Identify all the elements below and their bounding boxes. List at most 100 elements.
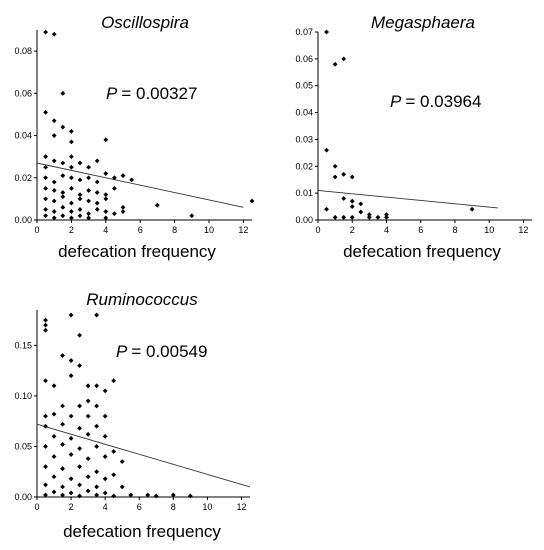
ruminococcus-data-point [60, 421, 65, 427]
oscillospira-xtick-label: 4 [103, 225, 108, 235]
oscillospira-data-point [69, 164, 74, 170]
oscillospira-data-point [86, 175, 91, 181]
panel-oscillospira-pvalue: P = 0.00327 [106, 84, 197, 103]
ruminococcus-data-point [85, 398, 91, 404]
oscillospira-data-point [94, 179, 100, 185]
megasphaera-data-point [324, 29, 329, 35]
ruminococcus-data-point [102, 413, 108, 419]
oscillospira-data-point [69, 185, 74, 191]
megasphaera-data-point [375, 214, 381, 220]
ruminococcus-data-point [94, 403, 100, 409]
ruminococcus-data-point [43, 482, 48, 488]
ruminococcus-data-point [60, 403, 65, 409]
oscillospira-data-point [77, 213, 83, 219]
oscillospira-data-point [77, 207, 83, 212]
ruminococcus-data-point [111, 378, 117, 384]
ruminococcus-data-point [68, 312, 74, 318]
oscillospira-data-point [51, 188, 57, 193]
oscillospira-trend-line [36, 162, 244, 208]
megasphaera-ytick-label: 0.06 [295, 54, 313, 64]
megasphaera-data-point [324, 147, 329, 153]
oscillospira-data-point [51, 31, 57, 37]
panel-oscillospira-plot: 0.00 0.02 0.04 0.06 0.08 0 2 4 6 8 10 12 [14, 29, 255, 235]
ruminococcus-data-point [43, 423, 48, 429]
ruminococcus-data-point [94, 383, 100, 389]
ruminococcus-data-point [111, 449, 117, 454]
oscillospira-data-point [43, 109, 48, 115]
ruminococcus-data-point [94, 484, 100, 490]
ruminococcus-data-point [43, 413, 48, 419]
oscillospira-data-point [103, 215, 109, 221]
ruminococcus-data-point [111, 493, 117, 499]
ruminococcus-trend-line [36, 423, 251, 488]
oscillospira-data-point [51, 198, 57, 204]
ruminococcus-data-point [68, 476, 74, 482]
ruminococcus-data-point [170, 492, 176, 498]
ruminococcus-data-point [60, 442, 65, 447]
ruminococcus-data-point [94, 444, 100, 449]
oscillospira-data-point [94, 190, 100, 195]
oscillospira-data-point [103, 196, 109, 202]
megasphaera-xtick-label: 6 [418, 225, 423, 235]
oscillospira-data-point [86, 188, 91, 193]
ruminococcus-data-point [77, 363, 82, 368]
oscillospira-data-point [51, 118, 57, 124]
oscillospira-data-point [60, 160, 66, 166]
ruminococcus-data-point [51, 433, 57, 439]
panel-ruminococcus-pvalue: P = 0.00549 [116, 342, 207, 361]
megasphaera-data-point [349, 174, 355, 180]
oscillospira-data-point [43, 164, 48, 170]
oscillospira-data-point [103, 192, 109, 198]
oscillospira-xtick-label: 2 [69, 225, 74, 235]
ruminococcus-data-point [85, 456, 91, 461]
ruminococcus-data-point [68, 490, 74, 496]
oscillospira-data-point [94, 200, 100, 206]
oscillospira-data-point [112, 175, 117, 181]
ruminococcus-data-point [111, 472, 117, 478]
ruminococcus-ytick-label: 0.10 [14, 391, 32, 401]
oscillospira-data-point [60, 194, 66, 200]
panel-ruminococcus-title: Ruminococcus [86, 290, 198, 309]
oscillospira-data-point [51, 209, 57, 214]
megasphaera-data-point [332, 163, 338, 169]
panel-megasphaera-plot: 0.00 0.01 0.02 0.03 0.04 0.05 0.06 0.07 0 2 4 6 8 10 1… [295, 27, 532, 235]
megasphaera-data-point [324, 206, 329, 212]
panel-megasphaera-xlabel: defecation frequency [343, 242, 501, 261]
oscillospira-data-point [69, 200, 74, 206]
oscillospira-data-point [43, 196, 48, 202]
ruminococcus-data-point [43, 444, 48, 449]
panel-oscillospira-pvalue-label: P [106, 84, 118, 103]
oscillospira-xtick-label: 0 [34, 225, 39, 235]
megasphaera-data-point [384, 212, 389, 218]
oscillospira-data-point [94, 207, 100, 212]
oscillospira-data-point [60, 173, 66, 179]
oscillospira-data-point [51, 133, 57, 138]
oscillospira-data-point [112, 211, 117, 217]
oscillospira-data-point [155, 202, 160, 208]
ruminococcus-data-point [77, 482, 82, 488]
megasphaera-data-point [341, 56, 347, 62]
oscillospira-data-point [51, 215, 57, 221]
megasphaera-ytick-label: 0.00 [295, 215, 313, 225]
ruminococcus-data-point [68, 452, 74, 457]
oscillospira-data-point [77, 196, 83, 202]
oscillospira-data-point [86, 211, 91, 217]
oscillospira-data-point [103, 209, 109, 214]
panel-oscillospira-title: Oscillospira [101, 13, 189, 32]
oscillospira-data-point [69, 139, 74, 145]
ruminococcus-xtick-label: 4 [103, 502, 108, 512]
panel-megasphaera: Megasphaera P = 0.03964 0.000.010.020.030… [295, 13, 532, 261]
ruminococcus-ytick-label: 0.05 [14, 441, 32, 451]
megasphaera-data-point [341, 171, 347, 177]
panel-oscillospira-xlabel: defecation frequency [58, 242, 216, 261]
megasphaera-data-point [469, 206, 475, 212]
ruminococcus-xtick-label: 10 [202, 502, 212, 512]
oscillospira-data-point [120, 173, 126, 179]
ruminococcus-data-point [43, 327, 48, 333]
oscillospira-data-point [112, 185, 117, 191]
oscillospira-ytick-label: 0.00 [14, 215, 32, 225]
oscillospira-data-point [103, 137, 109, 143]
megasphaera-data-point [358, 209, 364, 215]
ruminococcus-data-point [60, 466, 65, 472]
ruminococcus-data-point [85, 413, 91, 419]
